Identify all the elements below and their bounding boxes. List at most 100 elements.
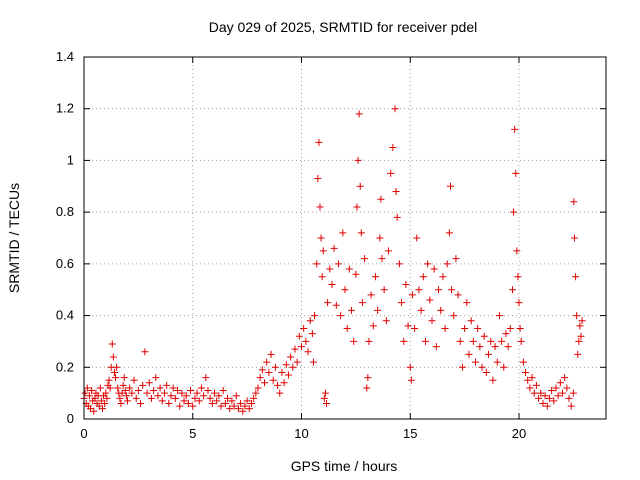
data-point [313, 260, 321, 268]
data-point [261, 379, 269, 387]
data-point [528, 374, 536, 382]
data-point [330, 244, 338, 252]
data-point [380, 286, 388, 294]
plot-frame [83, 56, 607, 420]
data-point [300, 325, 308, 332]
data-point [446, 182, 454, 190]
data-point [559, 389, 566, 397]
data-point [511, 125, 519, 133]
data-point [377, 195, 385, 203]
data-point [354, 156, 362, 164]
data-point [202, 374, 210, 382]
data-point [573, 312, 581, 320]
x-tick-label: 10 [294, 426, 308, 441]
data-point [382, 317, 390, 325]
data-point [124, 397, 131, 405]
data-point [485, 350, 493, 358]
data-point [116, 394, 124, 402]
data-point [355, 110, 363, 118]
data-point [415, 286, 423, 294]
data-point [308, 330, 316, 338]
data-point [171, 394, 179, 402]
data-point [482, 368, 490, 376]
data-point [187, 387, 195, 395]
data-point [428, 317, 436, 325]
data-point [369, 322, 377, 330]
data-point [293, 358, 301, 366]
data-point [387, 169, 395, 177]
data-point [250, 394, 258, 402]
data-point [400, 337, 408, 345]
data-point [430, 265, 438, 273]
data-point [389, 144, 397, 151]
data-point [402, 281, 410, 289]
data-point [474, 325, 482, 332]
data-point [393, 213, 401, 221]
data-point [274, 381, 282, 389]
data-point [163, 381, 171, 389]
data-point [306, 317, 314, 325]
data-point [239, 407, 247, 415]
data-point [213, 397, 221, 405]
y-tick-label: 1.4 [56, 49, 74, 64]
data-point [121, 387, 129, 395]
data-point [96, 384, 104, 392]
data-point [432, 343, 440, 351]
data-point [535, 394, 543, 402]
data-point [537, 389, 545, 397]
data-point [132, 394, 140, 402]
data-point [232, 392, 240, 400]
data-point [506, 325, 514, 332]
data-point [284, 371, 292, 379]
x-tick-label: 5 [189, 426, 196, 441]
data-point [311, 312, 319, 320]
data-point [385, 247, 392, 255]
data-point [271, 363, 279, 371]
axis-ticks: 0 5 10 15 20 0 0.2 0.4 0.6 0.8 1 1.2 1.4 [56, 49, 606, 441]
data-point [565, 394, 573, 402]
data-point [407, 376, 415, 384]
data-point [105, 376, 113, 384]
data-point [208, 399, 216, 407]
data-point [343, 325, 351, 332]
data-point [137, 399, 145, 407]
data-points [80, 105, 586, 415]
data-point [245, 405, 253, 413]
data-point [352, 270, 360, 278]
data-point [508, 286, 516, 294]
data-point [554, 392, 562, 400]
data-point [524, 376, 532, 384]
data-point [574, 350, 582, 358]
data-point [406, 363, 414, 371]
data-point [424, 260, 432, 268]
data-point [98, 405, 106, 413]
data-point [512, 169, 520, 177]
data-point [472, 358, 479, 366]
data-point [88, 387, 96, 395]
data-point [265, 368, 273, 376]
data-point [350, 337, 358, 345]
data-point [456, 337, 464, 345]
data-point [139, 381, 147, 389]
data-point [180, 397, 188, 405]
data-point [364, 374, 372, 382]
data-point [395, 260, 403, 268]
data-point [489, 376, 497, 384]
data-point [478, 363, 486, 371]
data-point [363, 384, 371, 392]
data-point [361, 255, 369, 263]
data-point [103, 394, 111, 402]
data-point [514, 273, 522, 281]
data-point [169, 384, 177, 392]
data-point [150, 387, 158, 395]
x-tick-label: 15 [403, 426, 417, 441]
data-point [324, 299, 332, 307]
data-point [102, 389, 110, 397]
data-point [339, 229, 347, 237]
data-point [81, 389, 89, 397]
data-point [513, 247, 521, 255]
data-point [160, 389, 168, 397]
data-point [211, 389, 218, 397]
data-point [332, 301, 340, 309]
